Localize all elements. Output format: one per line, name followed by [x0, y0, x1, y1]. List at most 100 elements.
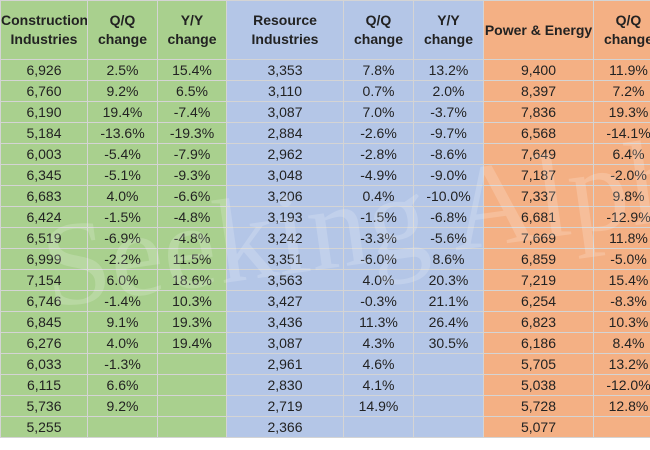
- cell-construction-qq-change[interactable]: 9.2%: [87, 395, 158, 417]
- cell-power-energy[interactable]: 5,705: [483, 353, 594, 375]
- cell-construction-qq-change[interactable]: 9.1%: [87, 311, 158, 333]
- cell-construction-qq-change[interactable]: 6.0%: [87, 269, 158, 291]
- cell-construction-yy-change[interactable]: -7.4%: [157, 101, 227, 123]
- cell-resource-yy-change[interactable]: [413, 395, 484, 417]
- cell-construction-qq-change[interactable]: -5.1%: [87, 164, 158, 186]
- cell-power-qq-change[interactable]: 6.4%: [593, 143, 650, 165]
- cell-resource-industries[interactable]: 3,427: [226, 290, 344, 312]
- cell-construction-yy-change[interactable]: 11.5%: [157, 248, 227, 270]
- cell-resource-yy-change[interactable]: 2.0%: [413, 80, 484, 102]
- cell-resource-qq-change[interactable]: 4.3%: [343, 332, 414, 354]
- cell-resource-industries[interactable]: 3,563: [226, 269, 344, 291]
- cell-resource-industries[interactable]: 3,242: [226, 227, 344, 249]
- cell-resource-yy-change[interactable]: -8.6%: [413, 143, 484, 165]
- cell-construction-yy-change[interactable]: 6.5%: [157, 80, 227, 102]
- cell-resource-qq-change[interactable]: -4.9%: [343, 164, 414, 186]
- cell-power-energy[interactable]: 8,397: [483, 80, 594, 102]
- cell-power-qq-change[interactable]: 19.3%: [593, 101, 650, 123]
- cell-power-energy[interactable]: 7,669: [483, 227, 594, 249]
- cell-power-energy[interactable]: 7,337: [483, 185, 594, 207]
- cell-power-energy[interactable]: 7,219: [483, 269, 594, 291]
- cell-power-energy[interactable]: 5,077: [483, 416, 594, 438]
- cell-construction-qq-change[interactable]: -13.6%: [87, 122, 158, 144]
- cell-construction-qq-change[interactable]: 19.4%: [87, 101, 158, 123]
- header-resource-qq-change[interactable]: Q/Q change: [343, 0, 414, 60]
- header-construction-yy-change[interactable]: Y/Y change: [157, 0, 227, 60]
- cell-construction-industries[interactable]: 6,115: [0, 374, 88, 396]
- cell-power-energy[interactable]: 5,038: [483, 374, 594, 396]
- cell-construction-industries[interactable]: 6,003: [0, 143, 88, 165]
- header-power-qq-change[interactable]: Q/Q change: [593, 0, 650, 60]
- cell-construction-yy-change[interactable]: 15.4%: [157, 59, 227, 81]
- cell-power-qq-change[interactable]: 10.3%: [593, 311, 650, 333]
- cell-resource-industries[interactable]: 3,351: [226, 248, 344, 270]
- cell-resource-industries[interactable]: 2,830: [226, 374, 344, 396]
- cell-resource-industries[interactable]: 2,366: [226, 416, 344, 438]
- header-resource-industries[interactable]: Resource Industries: [226, 0, 344, 60]
- cell-construction-industries[interactable]: 6,190: [0, 101, 88, 123]
- cell-construction-yy-change[interactable]: -6.6%: [157, 185, 227, 207]
- cell-resource-yy-change[interactable]: [413, 374, 484, 396]
- cell-resource-yy-change[interactable]: -3.7%: [413, 101, 484, 123]
- cell-construction-industries[interactable]: 5,255: [0, 416, 88, 438]
- cell-construction-yy-change[interactable]: [157, 395, 227, 417]
- cell-construction-qq-change[interactable]: -6.9%: [87, 227, 158, 249]
- cell-resource-qq-change[interactable]: 7.0%: [343, 101, 414, 123]
- cell-power-qq-change[interactable]: 15.4%: [593, 269, 650, 291]
- cell-construction-yy-change[interactable]: -19.3%: [157, 122, 227, 144]
- cell-resource-qq-change[interactable]: 4.0%: [343, 269, 414, 291]
- cell-power-energy[interactable]: 9,400: [483, 59, 594, 81]
- cell-construction-yy-change[interactable]: -9.3%: [157, 164, 227, 186]
- cell-resource-industries[interactable]: 3,110: [226, 80, 344, 102]
- cell-construction-yy-change[interactable]: -4.8%: [157, 206, 227, 228]
- cell-power-energy[interactable]: 7,649: [483, 143, 594, 165]
- cell-construction-industries[interactable]: 6,276: [0, 332, 88, 354]
- cell-resource-yy-change[interactable]: 21.1%: [413, 290, 484, 312]
- cell-power-energy[interactable]: 7,187: [483, 164, 594, 186]
- cell-construction-industries[interactable]: 6,746: [0, 290, 88, 312]
- header-construction-industries[interactable]: Construction Industries: [0, 0, 88, 60]
- cell-construction-industries[interactable]: 6,760: [0, 80, 88, 102]
- cell-power-qq-change[interactable]: 13.2%: [593, 353, 650, 375]
- cell-resource-qq-change[interactable]: -0.3%: [343, 290, 414, 312]
- cell-power-energy[interactable]: 6,186: [483, 332, 594, 354]
- cell-resource-industries[interactable]: 2,962: [226, 143, 344, 165]
- cell-construction-yy-change[interactable]: -7.9%: [157, 143, 227, 165]
- cell-construction-yy-change[interactable]: 19.3%: [157, 311, 227, 333]
- cell-resource-yy-change[interactable]: 13.2%: [413, 59, 484, 81]
- cell-construction-industries[interactable]: 7,154: [0, 269, 88, 291]
- cell-power-qq-change[interactable]: -12.9%: [593, 206, 650, 228]
- cell-construction-yy-change[interactable]: 10.3%: [157, 290, 227, 312]
- cell-power-qq-change[interactable]: [593, 416, 650, 438]
- cell-resource-yy-change[interactable]: 20.3%: [413, 269, 484, 291]
- cell-resource-yy-change[interactable]: -9.0%: [413, 164, 484, 186]
- cell-power-qq-change[interactable]: -14.1%: [593, 122, 650, 144]
- cell-power-energy[interactable]: 6,823: [483, 311, 594, 333]
- cell-construction-industries[interactable]: 6,926: [0, 59, 88, 81]
- cell-resource-yy-change[interactable]: 8.6%: [413, 248, 484, 270]
- cell-resource-qq-change[interactable]: -2.8%: [343, 143, 414, 165]
- cell-construction-industries[interactable]: 6,999: [0, 248, 88, 270]
- cell-resource-yy-change[interactable]: 30.5%: [413, 332, 484, 354]
- cell-resource-qq-change[interactable]: [343, 416, 414, 438]
- cell-power-energy[interactable]: 7,836: [483, 101, 594, 123]
- cell-construction-qq-change[interactable]: -1.4%: [87, 290, 158, 312]
- cell-resource-qq-change[interactable]: 0.7%: [343, 80, 414, 102]
- cell-power-qq-change[interactable]: 12.8%: [593, 395, 650, 417]
- cell-construction-yy-change[interactable]: [157, 353, 227, 375]
- cell-construction-yy-change[interactable]: [157, 374, 227, 396]
- cell-resource-industries[interactable]: 3,436: [226, 311, 344, 333]
- cell-construction-qq-change[interactable]: -1.3%: [87, 353, 158, 375]
- cell-resource-yy-change[interactable]: -5.6%: [413, 227, 484, 249]
- cell-power-energy[interactable]: 6,681: [483, 206, 594, 228]
- cell-resource-industries[interactable]: 3,087: [226, 101, 344, 123]
- header-power-energy[interactable]: Power & Energy: [483, 0, 594, 60]
- cell-construction-qq-change[interactable]: [87, 416, 158, 438]
- header-construction-qq-change[interactable]: Q/Q change: [87, 0, 158, 60]
- cell-resource-industries[interactable]: 2,961: [226, 353, 344, 375]
- cell-construction-industries[interactable]: 6,519: [0, 227, 88, 249]
- cell-resource-yy-change[interactable]: [413, 416, 484, 438]
- cell-resource-qq-change[interactable]: 4.1%: [343, 374, 414, 396]
- cell-power-energy[interactable]: 6,254: [483, 290, 594, 312]
- cell-resource-yy-change[interactable]: [413, 353, 484, 375]
